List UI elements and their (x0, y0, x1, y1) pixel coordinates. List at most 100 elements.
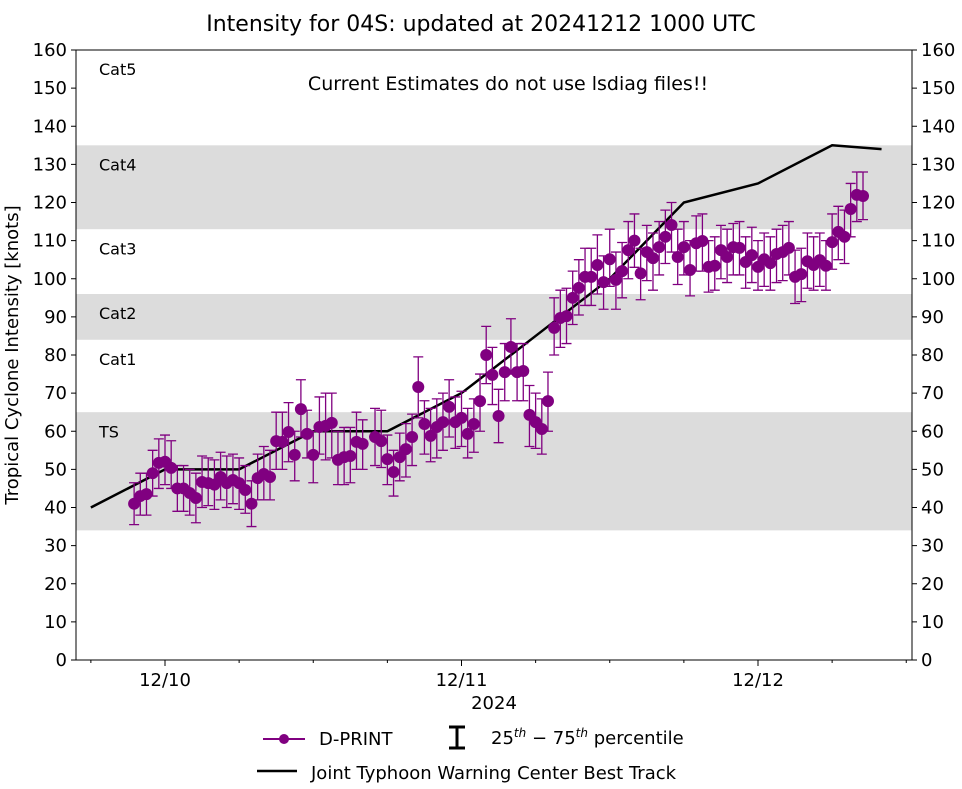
dprint-point (493, 410, 505, 422)
dprint-point (585, 271, 597, 283)
y-tick-label-left: 80 (44, 345, 67, 366)
dprint-point (486, 369, 498, 381)
dprint-point (276, 436, 288, 448)
dprint-point (295, 403, 307, 415)
dprint-point (826, 236, 838, 248)
dprint-point (678, 241, 690, 253)
dprint-point (412, 381, 424, 393)
y-tick-label-right: 0 (921, 650, 932, 671)
y-tick-label-left: 90 (44, 307, 67, 328)
dprint-point (561, 310, 573, 322)
legend-besttrack-label: Joint Typhoon Warning Center Best Track (310, 763, 677, 784)
y-tick-label-right: 80 (921, 345, 944, 366)
y-tick-label-left: 40 (44, 498, 67, 519)
y-tick-label-left: 60 (44, 421, 67, 442)
dprint-point (147, 467, 159, 479)
dprint-point (672, 251, 684, 263)
x-tick-label: 12/11 (436, 670, 488, 691)
dprint-point (283, 426, 295, 438)
chart-title: Intensity for 04S: updated at 20241212 1… (206, 12, 756, 37)
dprint-point (733, 242, 745, 254)
dprint-point (165, 462, 177, 474)
dprint-point (616, 265, 628, 277)
legend-dprint-label: D-PRINT (319, 729, 393, 750)
dprint-point (845, 203, 857, 215)
dprint-point (499, 366, 511, 378)
x-axis-label: 2024 (471, 693, 517, 714)
category-label-cat4: Cat4 (99, 155, 136, 174)
dprint-point (437, 416, 449, 428)
dprint-point (684, 264, 696, 276)
dprint-point (264, 471, 276, 483)
y-tick-label-right: 20 (921, 574, 944, 595)
dprint-point (567, 292, 579, 304)
category-label-cat3: Cat3 (99, 239, 136, 258)
band-cat4 (76, 145, 912, 229)
dprint-point (468, 418, 480, 430)
dprint-point (517, 365, 529, 377)
dprint-point (635, 267, 647, 279)
y-tick-label-left: 30 (44, 536, 67, 557)
legend-dprint-marker (279, 734, 289, 744)
dprint-point (443, 401, 455, 413)
dprint-point (480, 349, 492, 361)
dprint-point (659, 231, 671, 243)
dprint-point (783, 242, 795, 254)
dprint-point (647, 252, 659, 264)
y-tick-label-left: 140 (33, 116, 67, 137)
y-tick-label-right: 140 (921, 116, 955, 137)
dprint-point (326, 417, 338, 429)
category-label-ts: TS (98, 422, 119, 441)
dprint-point (406, 431, 418, 443)
y-tick-label-right: 50 (921, 459, 944, 480)
dprint-point (400, 443, 412, 455)
y-tick-label-left: 50 (44, 459, 67, 480)
dprint-point (573, 282, 585, 294)
dprint-point (666, 219, 678, 231)
y-tick-label-left: 70 (44, 383, 67, 404)
dprint-point (591, 259, 603, 271)
x-tick-label: 12/12 (732, 670, 784, 691)
dprint-point (548, 322, 560, 334)
legend-sup2: th (576, 726, 588, 740)
dprint-point (462, 428, 474, 440)
dprint-point (628, 235, 640, 247)
y-tick-label-right: 160 (921, 40, 955, 61)
legend-percentile-word: percentile (588, 728, 684, 749)
dprint-point (418, 418, 430, 430)
y-tick-label-left: 20 (44, 574, 67, 595)
dprint-point (653, 241, 665, 253)
dprint-point (301, 428, 313, 440)
legend-p25: 25 (491, 728, 514, 749)
y-tick-label-right: 30 (921, 536, 944, 557)
dprint-point (604, 253, 616, 265)
dprint-point (388, 466, 400, 478)
annotation: Current Estimates do not use lsdiag file… (308, 73, 708, 95)
y-tick-label-right: 100 (921, 269, 955, 290)
y-tick-label-left: 100 (33, 269, 67, 290)
y-tick-label-left: 110 (33, 231, 67, 252)
dprint-point (381, 453, 393, 465)
dprint-point (375, 435, 387, 447)
dprint-point (746, 249, 758, 261)
dprint-point (838, 231, 850, 243)
y-tick-label-left: 10 (44, 612, 67, 633)
dprint-point (456, 412, 468, 424)
dprint-point (289, 449, 301, 461)
y-tick-label-right: 120 (921, 193, 955, 214)
category-label-cat2: Cat2 (99, 304, 136, 323)
dprint-point (505, 341, 517, 353)
legend-errorbar-icon (449, 727, 465, 748)
plot-frame (76, 50, 912, 660)
dprint-point (474, 395, 486, 407)
category-label-cat5: Cat5 (99, 60, 136, 79)
dprint-point (245, 498, 257, 510)
dprint-point (709, 260, 721, 272)
dprint-point (696, 235, 708, 247)
dprint-point (857, 190, 869, 202)
dprint-point (820, 260, 832, 272)
y-tick-label-right: 130 (921, 154, 955, 175)
legend: D-PRINT 25th − 75th percentile Joint Typ… (257, 726, 684, 784)
y-tick-label-left: 120 (33, 193, 67, 214)
